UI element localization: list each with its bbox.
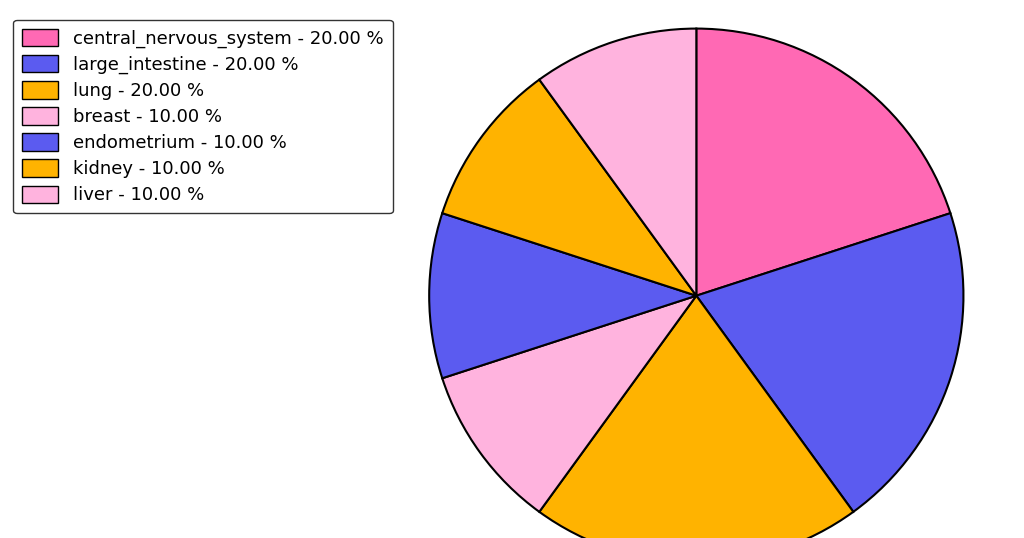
Wedge shape [442, 80, 696, 296]
Wedge shape [696, 29, 950, 296]
Wedge shape [696, 213, 964, 512]
Wedge shape [540, 29, 696, 296]
Wedge shape [442, 296, 696, 512]
Wedge shape [429, 213, 696, 378]
Wedge shape [540, 296, 853, 538]
Legend: central_nervous_system - 20.00 %, large_intestine - 20.00 %, lung - 20.00 %, bre: central_nervous_system - 20.00 %, large_… [13, 20, 392, 214]
